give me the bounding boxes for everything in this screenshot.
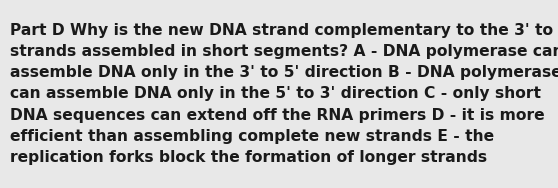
- Text: Part D Why is the new DNA strand complementary to the 3' to 5'
strands assembled: Part D Why is the new DNA strand complem…: [10, 23, 558, 165]
